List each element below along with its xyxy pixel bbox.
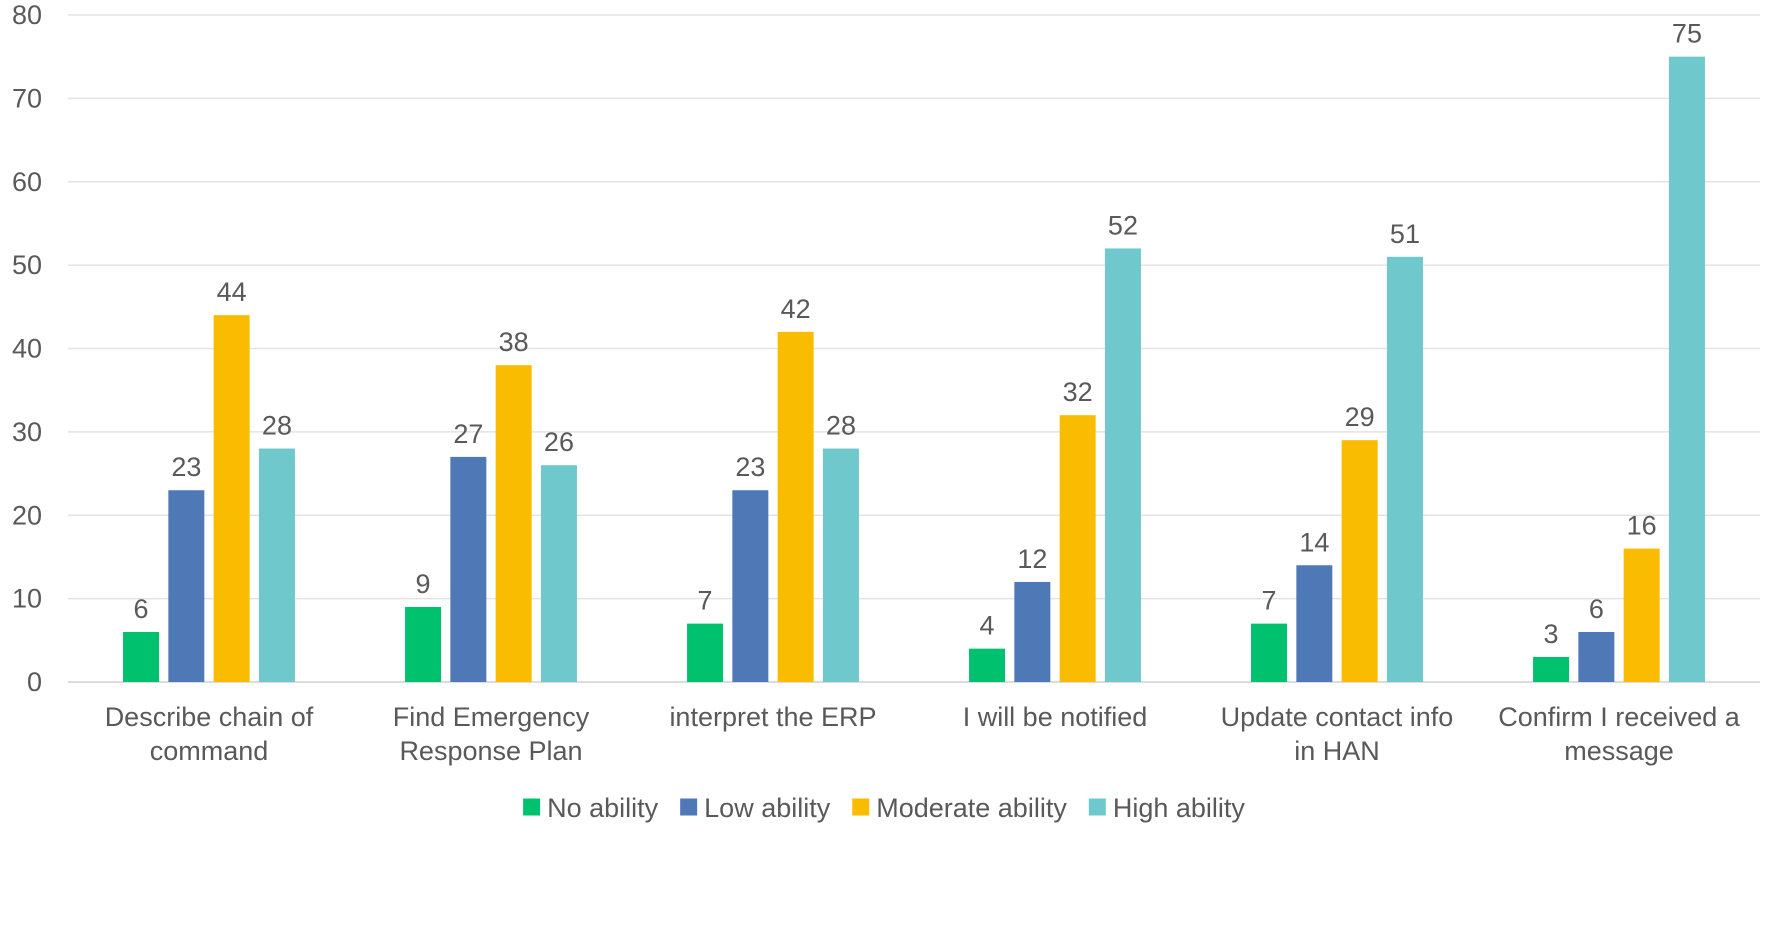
legend-swatch	[852, 798, 870, 816]
category-label: in HAN	[1294, 736, 1380, 766]
bar	[123, 631, 160, 682]
legend-label: Moderate ability	[876, 793, 1067, 823]
category-label: Find Emergency	[393, 702, 590, 732]
legend-item: Low ability	[680, 793, 831, 823]
category-label: command	[150, 736, 269, 766]
legend-swatch	[523, 798, 541, 816]
legend-item: High ability	[1088, 793, 1246, 823]
y-tick-label: 20	[12, 500, 42, 530]
legend-swatch	[1088, 798, 1106, 816]
bar	[540, 465, 577, 682]
legend-swatch	[680, 798, 698, 816]
y-axis-ticks: 0 10 20 30 40 50 60 70 80	[12, 0, 42, 697]
data-label: 23	[735, 452, 765, 482]
data-label: 4	[980, 611, 995, 641]
bar	[1014, 581, 1051, 682]
category-label: Describe chain of	[105, 702, 314, 732]
category-label: Confirm I received a	[1498, 702, 1741, 732]
data-label: 23	[171, 452, 201, 482]
y-tick-label: 80	[12, 0, 42, 30]
bar	[213, 315, 250, 682]
category-label: I will be notified	[963, 702, 1148, 732]
data-label: 44	[217, 277, 247, 307]
y-tick-label: 0	[27, 667, 42, 697]
bar	[969, 648, 1006, 682]
legend-item: No ability	[523, 793, 659, 823]
data-label: 3	[1544, 619, 1559, 649]
data-label: 75	[1672, 19, 1702, 49]
bar	[687, 623, 724, 682]
bar	[405, 606, 442, 682]
bar	[1533, 656, 1570, 682]
y-tick-label: 10	[12, 584, 42, 614]
bar	[822, 448, 859, 682]
category-label: message	[1564, 736, 1674, 766]
data-label: 52	[1108, 210, 1138, 240]
bar	[1296, 565, 1333, 682]
bar	[168, 490, 205, 682]
bar	[258, 448, 295, 682]
data-label: 42	[781, 294, 811, 324]
data-label: 7	[698, 586, 713, 616]
data-label: 12	[1017, 544, 1047, 574]
data-label: 6	[134, 594, 149, 624]
data-label: 9	[416, 569, 431, 599]
data-label: 28	[262, 411, 292, 441]
data-label: 7	[1262, 586, 1277, 616]
legend: No ability Low ability Moderate ability Hig…	[523, 793, 1245, 823]
y-tick-label: 60	[12, 167, 42, 197]
gridlines	[68, 14, 1760, 683]
bar	[495, 365, 532, 682]
data-label: 14	[1299, 527, 1329, 557]
x-axis-categories: Describe chain of command Find Emergency Re…	[105, 702, 1741, 766]
data-label: 6	[1589, 594, 1604, 624]
bar	[1104, 248, 1141, 682]
y-tick-label: 40	[12, 334, 42, 364]
data-label: 38	[499, 327, 529, 357]
data-label: 51	[1390, 219, 1420, 249]
legend-item: Moderate ability	[852, 793, 1067, 823]
y-tick-label: 30	[12, 417, 42, 447]
data-label: 27	[453, 419, 483, 449]
category-label: interpret the ERP	[669, 702, 876, 732]
bar	[1623, 548, 1660, 682]
data-labels: 6234428927382672342284123252714295136167…	[134, 19, 1702, 649]
legend-label: High ability	[1113, 793, 1246, 823]
data-label: 28	[826, 411, 856, 441]
y-tick-label: 70	[12, 83, 42, 113]
bar	[1668, 56, 1705, 682]
data-label: 26	[544, 427, 574, 457]
bar	[1059, 415, 1096, 682]
data-label: 29	[1345, 402, 1375, 432]
bar	[1341, 440, 1378, 682]
category-label: Response Plan	[399, 736, 582, 766]
bar	[732, 490, 769, 682]
legend-label: Low ability	[704, 793, 831, 823]
bar	[1386, 256, 1423, 682]
y-tick-label: 50	[12, 250, 42, 280]
legend-label: No ability	[547, 793, 659, 823]
bar	[1578, 631, 1615, 682]
bars	[123, 56, 1705, 682]
data-label: 16	[1627, 511, 1657, 541]
data-label: 32	[1063, 377, 1093, 407]
category-label: Update contact info	[1221, 702, 1454, 732]
bar	[1251, 623, 1288, 682]
bar	[777, 331, 814, 682]
bar	[450, 456, 487, 682]
